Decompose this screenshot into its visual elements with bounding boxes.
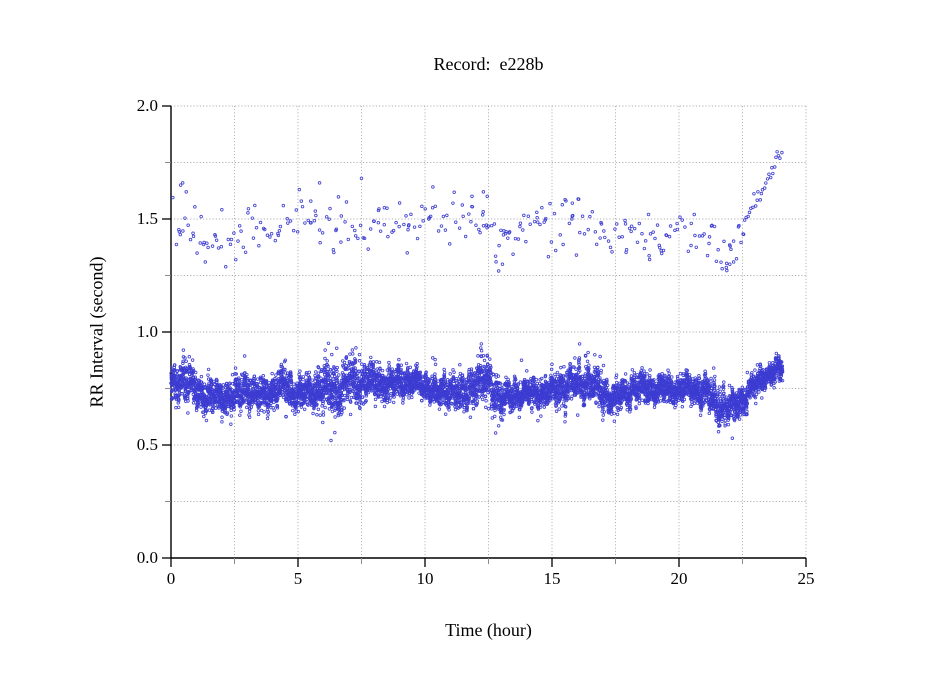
x-tick-label: 0	[166, 569, 176, 588]
x-axis-label: Time (hour)	[445, 620, 532, 640]
y-tick-label: 2.0	[136, 96, 158, 115]
x-tick-label: 5	[293, 569, 303, 588]
y-axis-label: RR Interval (second)	[86, 256, 107, 408]
x-tick-label: 20	[670, 569, 688, 588]
x-tick-label: 25	[797, 569, 815, 588]
x-tick-label: 15	[543, 569, 561, 588]
y-tick-label: 0.5	[136, 435, 158, 454]
y-tick-label: 0.0	[136, 548, 158, 567]
y-tick-label: 1.0	[136, 322, 158, 341]
y-tick-label: 1.5	[136, 209, 158, 228]
x-tick-label: 10	[416, 569, 434, 588]
